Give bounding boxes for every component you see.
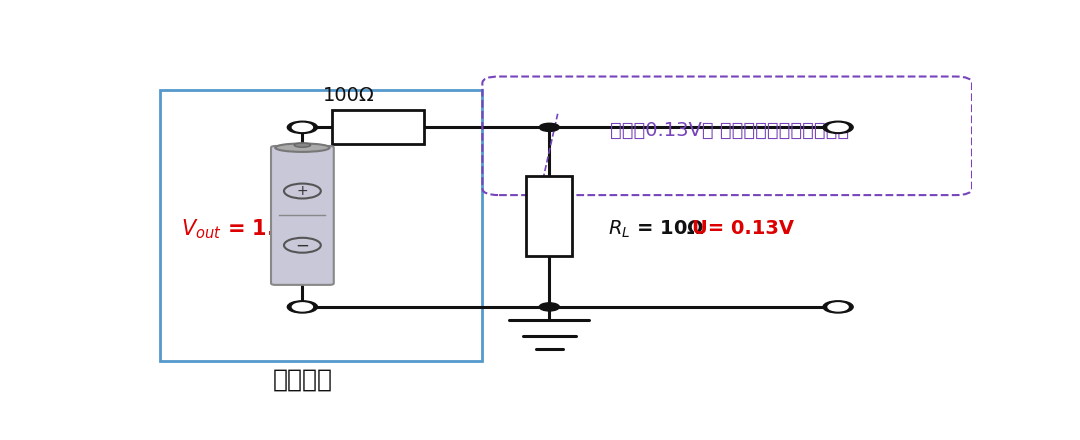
Circle shape [287,301,318,313]
Circle shape [823,121,853,133]
Text: 输出模块: 输出模块 [272,368,333,392]
Bar [526,176,572,256]
Bar [332,110,423,144]
Circle shape [539,123,559,132]
Text: +: + [297,184,308,198]
Circle shape [828,303,848,311]
Ellipse shape [294,143,311,147]
Text: $\mathit{V}_{out}$ = 1.5V: $\mathit{V}_{out}$ = 1.5V [181,217,307,241]
Ellipse shape [275,143,329,152]
Text: 100Ω: 100Ω [323,86,375,105]
Circle shape [828,123,848,132]
Circle shape [293,303,312,311]
Circle shape [287,121,318,133]
Circle shape [539,303,559,311]
Text: U= 0.13V: U= 0.13V [691,220,794,238]
Text: −: − [296,236,309,254]
Bar [160,90,483,361]
Circle shape [823,301,853,313]
FancyBboxPatch shape [271,146,334,285]
Circle shape [293,123,312,132]
Text: 我只有0.13V？ 你这是什么鸟垃圾电源！: 我只有0.13V？ 你这是什么鸟垃圾电源！ [610,121,849,140]
Text: $R_L$ = 10Ω: $R_L$ = 10Ω [608,218,704,240]
